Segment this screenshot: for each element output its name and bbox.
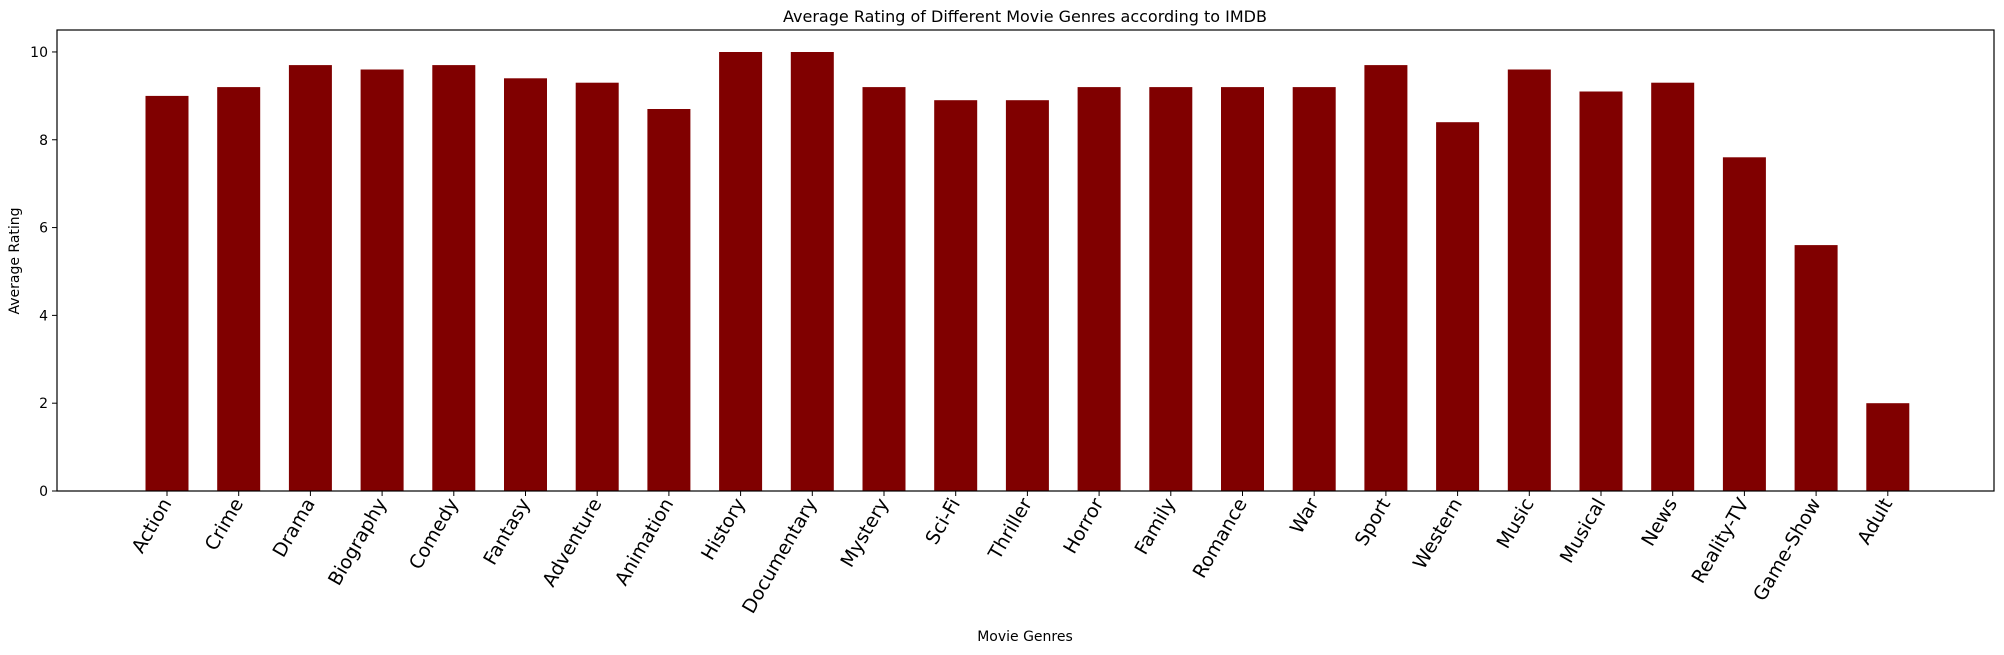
x-tick-label: Adventure — [538, 495, 606, 591]
bar-thriller — [1005, 100, 1049, 491]
bar-action — [145, 95, 189, 492]
x-tick-label: Reality-TV — [1688, 495, 1754, 588]
x-tick-label: Action — [128, 495, 177, 558]
bars-layer — [145, 52, 1910, 492]
bar-western — [1436, 122, 1480, 491]
bar-animation — [647, 109, 691, 491]
bar-adult — [1866, 403, 1910, 491]
y-tick-label: 8 — [39, 133, 48, 149]
x-tick-label: Biography — [324, 495, 391, 590]
y-tick-label: 10 — [30, 45, 48, 61]
y-tick-label: 0 — [39, 484, 48, 500]
y-tick-label: 6 — [39, 221, 48, 237]
x-tick-label: Music — [1493, 495, 1539, 553]
x-tick-label: History — [697, 495, 750, 565]
chart-title: Average Rating of Different Movie Genres… — [783, 7, 1267, 26]
x-tick-label: Drama — [269, 495, 320, 562]
x-tick-label: Romance — [1189, 495, 1252, 582]
y-axis-ticks: 0 2 4 6 8 10 — [30, 45, 57, 500]
y-tick-label: 4 — [39, 308, 48, 324]
x-tick-label: War — [1286, 494, 1324, 537]
bar-comedy — [432, 65, 476, 491]
x-tick-label: Animation — [611, 495, 678, 590]
bar-drama — [288, 65, 332, 491]
x-tick-label: Comedy — [405, 495, 463, 574]
bar-sci-fi — [934, 100, 978, 491]
bar-game-show — [1794, 245, 1838, 491]
bar-family — [1149, 87, 1193, 491]
y-tick-label: 2 — [39, 396, 48, 412]
bar-news — [1651, 82, 1695, 491]
x-tick-label: Musical — [1556, 495, 1611, 567]
x-tick-label: Documentary — [738, 495, 822, 618]
bar-crime — [217, 87, 261, 491]
bar-adventure — [575, 82, 619, 491]
x-axis-ticks: Action Crime Drama Biography Comedy Fantasy Ad… — [128, 491, 1897, 618]
bar-fantasy — [504, 78, 547, 492]
x-tick-label: Thriller — [984, 494, 1037, 564]
bar-music — [1507, 69, 1551, 491]
x-tick-label: Game-Show — [1749, 495, 1825, 605]
x-axis-label: Movie Genres — [977, 629, 1073, 645]
x-tick-label: Crime — [201, 495, 248, 555]
bar-history — [719, 52, 763, 491]
bar-documentary — [790, 52, 834, 491]
x-tick-label: Sci-Fi — [921, 495, 965, 549]
bar-romance — [1221, 87, 1264, 491]
bar-mystery — [862, 87, 906, 491]
x-tick-label: Fantasy — [479, 495, 535, 569]
bar-sport — [1364, 65, 1408, 491]
bar-horror — [1077, 87, 1121, 491]
x-tick-label: Sport — [1351, 495, 1396, 550]
x-tick-label: Horror — [1059, 494, 1108, 557]
x-tick-label: Western — [1409, 495, 1467, 573]
bar-reality-tv — [1722, 157, 1766, 492]
x-tick-label: Adult — [1853, 495, 1897, 549]
x-tick-label: Mystery — [836, 495, 893, 572]
bar-musical — [1579, 91, 1623, 491]
bar-war — [1292, 87, 1336, 491]
x-tick-label: News — [1637, 495, 1682, 550]
plot-frame — [56, 29, 1995, 492]
x-tick-label: Family — [1131, 495, 1181, 559]
bar-biography — [360, 69, 404, 491]
y-axis-label: Average Rating — [7, 207, 23, 314]
